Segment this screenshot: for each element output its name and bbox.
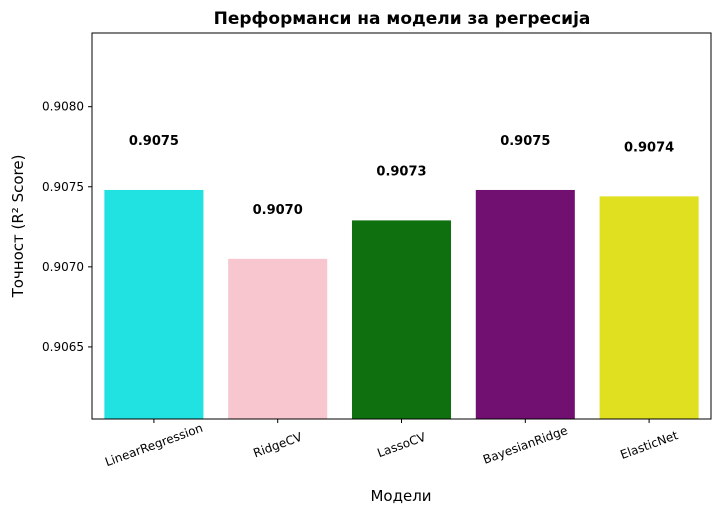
x-tick-label-lassocv: LassoCV: [375, 430, 428, 461]
data-label-ridgecv: 0.9070: [253, 203, 303, 218]
data-labels-layer: 0.9075 0.9070 0.9073 0.9075 0.9074: [129, 134, 674, 218]
y-tick-label-1: 0.9070: [42, 260, 84, 274]
x-tick-label-bayesianridge: BayesianRidge: [481, 423, 569, 467]
data-label-elasticnet: 0.9074: [624, 140, 674, 155]
x-axis-label: Модели: [370, 487, 431, 505]
x-tick-label-linearregression: LinearRegression: [103, 421, 205, 469]
y-axis: 0.9065 0.9070 0.9075 0.9080: [42, 100, 92, 354]
y-tick-label-2: 0.9075: [42, 180, 84, 194]
bar-bayesianridge: [475, 189, 575, 419]
data-label-lassocv: 0.9073: [376, 164, 426, 179]
x-tick-label-ridgecv: RidgeCV: [251, 429, 304, 460]
bar-lassocv: [351, 220, 452, 419]
y-tick-label-0: 0.9065: [42, 340, 84, 354]
y-axis-label: Точност (R² Score): [9, 155, 27, 299]
x-axis: LinearRegression RidgeCV LassoCV BayesianRi…: [103, 419, 680, 469]
bars-layer: [104, 189, 699, 419]
x-tick-label-elasticnet: ElasticNet: [618, 428, 680, 462]
bar-linearregression: [104, 189, 204, 419]
data-label-bayesianridge: 0.9075: [500, 134, 550, 149]
data-label-linearregression: 0.9075: [129, 134, 179, 149]
bar-elasticnet: [599, 196, 699, 419]
chart-title: Перформанси на модели за регресија: [214, 9, 591, 29]
y-tick-label-3: 0.9080: [42, 100, 84, 114]
bar-ridgecv: [228, 258, 328, 419]
